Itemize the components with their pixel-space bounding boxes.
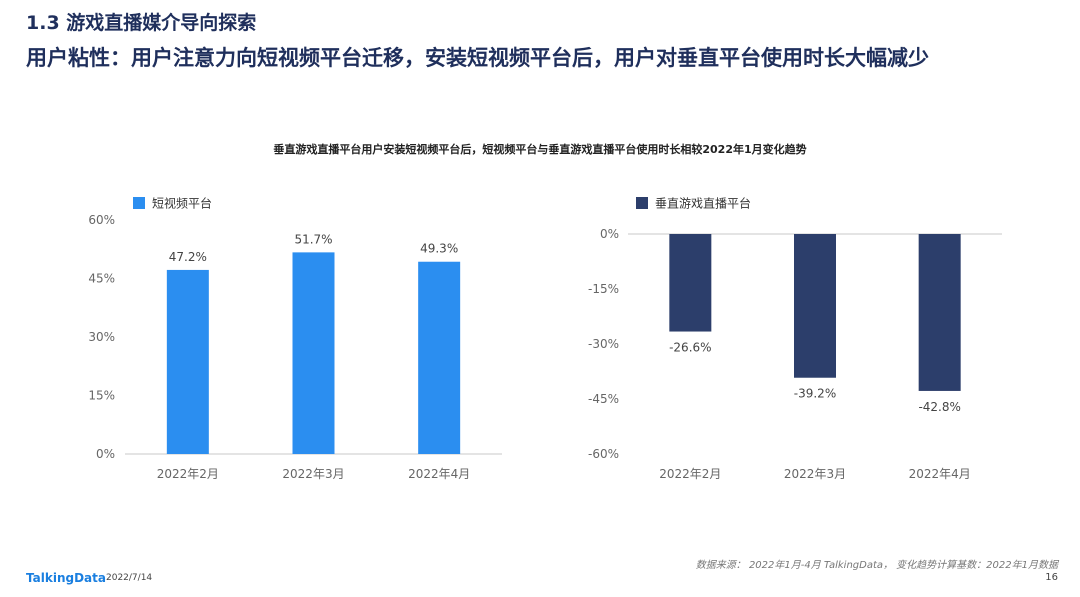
- y-tick-label-1-0: 0%: [600, 227, 619, 241]
- y-tick-label-1-1: -15%: [588, 282, 619, 296]
- data-label-0-1: 51.7%: [294, 232, 332, 246]
- y-tick-label-0-4: 60%: [88, 213, 115, 227]
- chart-title: 垂直游戏直播平台用户安装短视频平台后，短视频平台与垂直游戏直播平台使用时长相较2…: [273, 143, 807, 156]
- page-number: 16: [1045, 572, 1058, 583]
- legend-swatch-0: [133, 197, 145, 209]
- data-label-1-0: -26.6%: [669, 341, 711, 355]
- y-tick-label-0-2: 30%: [88, 330, 115, 344]
- y-tick-label-1-3: -45%: [588, 392, 619, 406]
- x-tick-label-0-0: 2022年2月: [157, 467, 219, 481]
- y-tick-label-0-0: 0%: [96, 447, 115, 461]
- bar-0-2: [418, 261, 461, 454]
- x-tick-label-1-0: 2022年2月: [659, 467, 721, 481]
- legend-swatch-1: [636, 197, 648, 209]
- y-tick-label-0-1: 15%: [88, 389, 115, 403]
- bar-1-0: [669, 234, 712, 332]
- data-label-0-2: 49.3%: [420, 242, 458, 256]
- x-tick-label-0-1: 2022年3月: [282, 467, 344, 481]
- data-source-note: 数据来源： 2022年1月-4月 TalkingData， 变化趋势计算基数：2…: [695, 560, 1058, 571]
- legend-label-0: 短视频平台: [152, 196, 212, 211]
- x-tick-label-1-2: 2022年4月: [909, 467, 971, 481]
- bar-0-0: [166, 269, 209, 454]
- data-label-0-0: 47.2%: [169, 250, 207, 264]
- data-label-1-1: -39.2%: [794, 387, 836, 401]
- y-tick-label-1-4: -60%: [588, 447, 619, 461]
- section-title: 1.3 游戏直播媒介导向探索: [26, 12, 257, 34]
- y-tick-label-0-3: 45%: [88, 272, 115, 286]
- bar-1-1: [794, 234, 836, 378]
- talkingdata-logo: TalkingData: [26, 571, 106, 585]
- x-tick-label-1-1: 2022年3月: [784, 467, 846, 481]
- report-date: 2022/7/14: [106, 573, 153, 583]
- legend-label-1: 垂直游戏直播平台: [655, 196, 751, 211]
- data-label-1-2: -42.8%: [918, 400, 960, 414]
- page-headline: 用户粘性：用户注意力向短视频平台迁移，安装短视频平台后，用户对垂直平台使用时长大…: [26, 46, 929, 70]
- x-tick-label-0-2: 2022年4月: [408, 467, 470, 481]
- bar-1-2: [918, 234, 961, 391]
- y-tick-label-1-2: -30%: [588, 337, 619, 351]
- bar-0-1: [292, 252, 335, 454]
